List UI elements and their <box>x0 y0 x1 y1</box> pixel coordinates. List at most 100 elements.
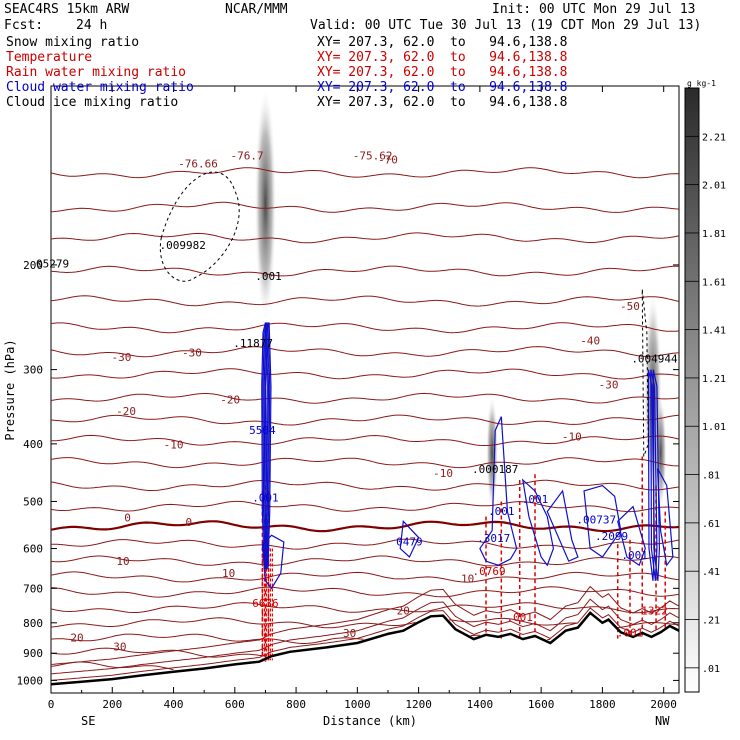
init-time: Init: 00 UTC Mon 29 Jul 13 <box>492 2 696 17</box>
field-xy-range: XY= 207.3, 62.0 to 94.6,138.8 <box>317 35 568 50</box>
field-xy-range: XY= 207.3, 62.0 to 94.6,138.8 <box>317 50 568 65</box>
temperature-contour <box>51 633 551 644</box>
temperature-label: -76.7 <box>230 150 263 163</box>
temperature-contour <box>51 607 679 681</box>
colorbar-label: 1.21 <box>702 374 726 385</box>
field-name: Rain water mixing ratio <box>6 65 187 80</box>
temperature-contour <box>51 598 679 675</box>
y-tick-label: 800 <box>23 617 43 630</box>
y-tick-label: 900 <box>23 647 43 660</box>
extremum-label: 0479 <box>396 536 423 549</box>
x-tick-label: 2000 <box>650 698 677 711</box>
temperature-contour <box>51 647 266 658</box>
extremum-label: .00737 <box>576 514 616 527</box>
field-name: Temperature <box>6 50 93 65</box>
ice-plume <box>254 86 277 323</box>
colorbar-label: .61 <box>702 519 720 530</box>
extremum-label: 6636 <box>252 597 279 610</box>
cloud-water-contour <box>521 478 555 567</box>
cloud-water-contour <box>263 322 271 570</box>
field-name: Cloud water mixing ratio <box>6 80 194 95</box>
extremum-label: .001 <box>252 491 279 504</box>
temperature-label: -40 <box>580 334 600 347</box>
model-title: SEAC4RS 15km ARW <box>4 2 130 17</box>
temperature-label: -30 <box>599 379 619 392</box>
x-tick-label: 1400 <box>467 698 494 711</box>
temperature-label: -70 <box>378 153 398 166</box>
x-tick-label: 1200 <box>405 698 432 711</box>
extremum-label: .001 <box>488 505 515 518</box>
temperature-label: -10 <box>433 467 453 480</box>
temperature-contour <box>51 295 679 307</box>
temperature-contour <box>51 457 679 469</box>
x-tick-label: 800 <box>286 698 306 711</box>
y-tick-label: 600 <box>23 543 43 556</box>
extremum-label: .001 <box>621 549 648 562</box>
field-name: Cloud ice mixing ratio <box>6 95 179 110</box>
cloud-ice-contour <box>159 171 240 282</box>
extremum-label: .001 <box>617 627 644 640</box>
y-tick-label: 200 <box>23 259 43 272</box>
temperature-contours <box>51 167 679 681</box>
extremum-label: 05279 <box>36 258 69 271</box>
temperature-label: -10 <box>164 438 184 451</box>
extremum-label: .001 <box>522 493 549 506</box>
x-axis-label: Distance (km) <box>323 714 417 728</box>
extremum-label: .3017 <box>477 532 510 545</box>
temperature-contour <box>51 201 679 213</box>
y-tick-label: 500 <box>23 495 43 508</box>
temperature-label: 10 <box>116 555 129 568</box>
temperature-label: 30 <box>113 640 126 653</box>
extremum-label: 5504 <box>249 424 276 437</box>
forecast-label: Fcst: <box>4 18 44 33</box>
temperature-label: -20 <box>220 393 240 406</box>
field-xy-range: XY= 207.3, 62.0 to 94.6,138.8 <box>317 95 568 110</box>
cloud-water-contour <box>261 534 285 590</box>
y-tick-label: 300 <box>23 364 43 377</box>
temperature-contour <box>51 322 679 334</box>
temperature-contour <box>51 479 679 491</box>
x-end-label-right: NW <box>655 714 670 728</box>
axes: 0 200 400 600 800 1000 1200 1400 1600 1800 2000200… <box>17 86 679 711</box>
valid-time: Valid: 00 UTC Tue 30 Jul 13 (19 CDT Mon … <box>310 18 702 33</box>
y-tick-label: 400 <box>23 438 43 451</box>
org-label: NCAR/MMM <box>225 2 288 17</box>
colorbar-label: 1.61 <box>702 277 726 288</box>
colorbar-bar <box>684 87 700 693</box>
temperature-contour <box>51 602 679 614</box>
temperature-label: -50 <box>620 300 640 313</box>
temperature-contour <box>51 586 679 598</box>
cloud-water-contours <box>159 171 674 590</box>
extremum-label: .001 <box>506 611 533 624</box>
cloud-water-contour <box>656 468 674 567</box>
cloud-water-contour <box>617 505 646 567</box>
field-xy-range: XY= 207.3, 62.0 to 94.6,138.8 <box>317 65 568 80</box>
temperature-contour <box>51 571 679 583</box>
x-tick-label: 1000 <box>344 698 371 711</box>
temperature-label: -75.62 <box>353 150 393 163</box>
colorbar-unit: g kg-1 <box>687 79 716 88</box>
temperature-contour <box>51 368 679 380</box>
colorbar-label: 2.21 <box>702 132 726 143</box>
x-end-label-left: SE <box>81 714 95 728</box>
cloud-water-contour <box>546 489 579 562</box>
temperature-contour <box>51 346 679 358</box>
extremum-label: .2099 <box>595 530 628 543</box>
extremum-label: 1322 <box>641 604 668 617</box>
extremum-label: .001 <box>255 270 282 283</box>
colorbar-label: .81 <box>702 471 720 482</box>
temperature-label: 10 <box>222 567 235 580</box>
extremum-label: .004944 <box>631 353 678 366</box>
temperature-label: 20 <box>397 605 410 618</box>
y-tick-label: 700 <box>23 582 43 595</box>
temperature-contour <box>51 232 679 244</box>
terrain-profile <box>51 611 679 686</box>
extremum-label: .000187 <box>472 463 518 476</box>
colorbar-label: 1.81 <box>702 229 726 240</box>
ice-plume <box>486 394 499 512</box>
extremum-label: .0769 <box>473 565 506 578</box>
temperature-label: -30 <box>182 346 202 359</box>
temperature-label: 20 <box>70 631 83 644</box>
x-tick-label: 600 <box>225 698 245 711</box>
x-tick-label: 400 <box>164 698 184 711</box>
